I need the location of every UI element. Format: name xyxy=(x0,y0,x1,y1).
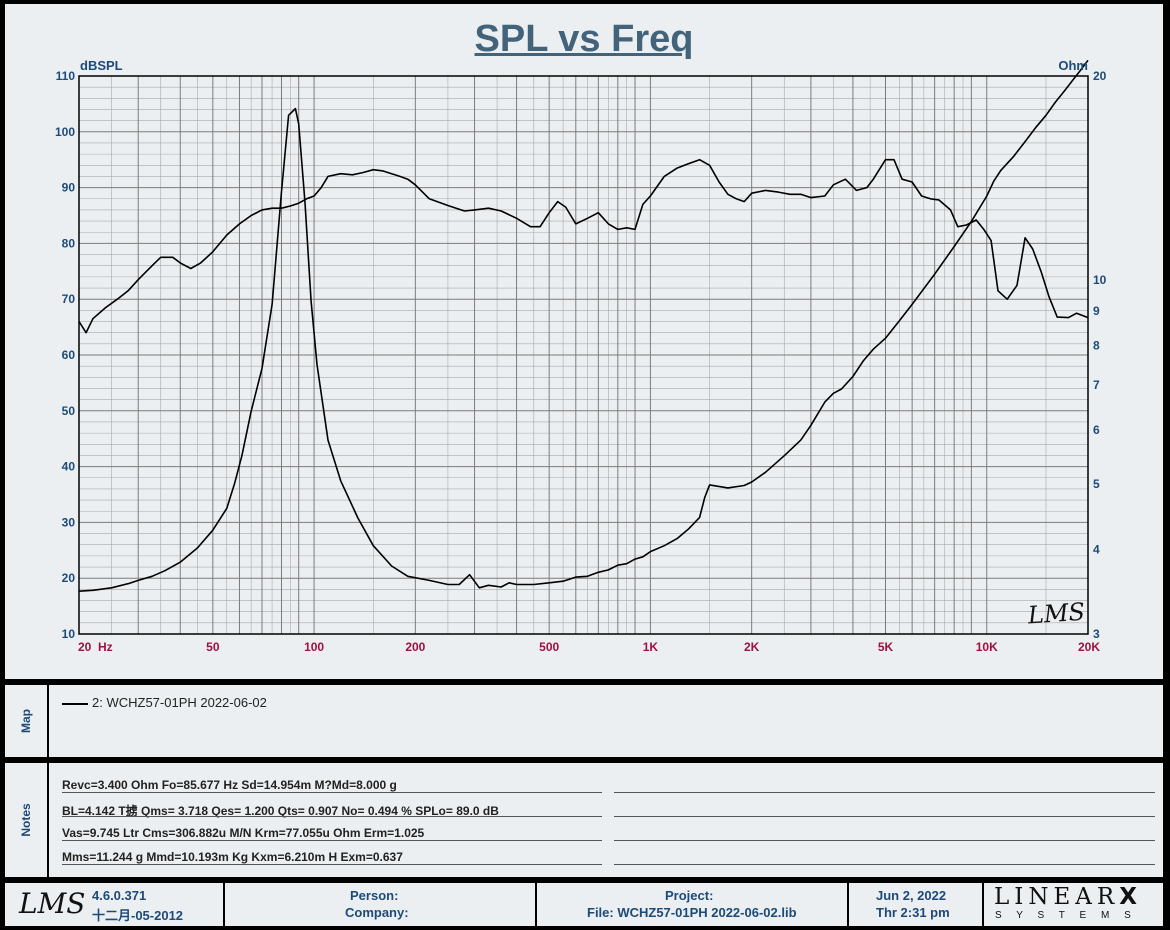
notes-panel: Notes Revc=3.400 Ohm Fo=85.677 Hz Sd=14.… xyxy=(5,763,1163,877)
map-side-tab: Map xyxy=(5,685,49,757)
person-label: Person: xyxy=(350,888,399,903)
brand-sub: S Y S T E M S xyxy=(995,910,1137,921)
note-line-1: Revc=3.400 Ohm Fo=85.677 Hz Sd=14.954m M… xyxy=(62,778,397,792)
note-line-2: BL=4.142 T掳 Qms= 3.718 Qes= 1.200 Qts= 0… xyxy=(62,804,499,818)
note-line-3: Vas=9.745 Ltr Cms=306.882u M/N Krm=77.05… xyxy=(62,826,425,840)
note-rule xyxy=(62,792,602,793)
version-text: 4.6.0.371 xyxy=(92,888,147,903)
note-rule xyxy=(62,840,602,841)
legend-entry: 2: WCHZ57-01PH 2022-06-02 xyxy=(92,695,267,710)
note-rule xyxy=(614,816,1155,817)
note-rule xyxy=(614,792,1155,793)
legend-line-swatch xyxy=(62,703,88,705)
map-panel: Map 2: WCHZ57-01PH 2022-06-02 xyxy=(5,685,1163,757)
brand-name: LINEAR xyxy=(994,884,1120,910)
file-label: File: WCHZ57-01PH 2022-06-02.lib xyxy=(587,905,797,920)
brand-x: X xyxy=(1119,884,1142,910)
note-rule xyxy=(62,816,602,817)
chart-title: SPL vs Freq xyxy=(474,18,694,60)
lms-logo: LMS xyxy=(19,887,86,920)
note-rule xyxy=(62,864,602,865)
date-text: Jun 2, 2022 xyxy=(876,888,947,903)
note-rule xyxy=(614,840,1155,841)
project-label: Project: xyxy=(665,888,714,903)
note-line-4: Mms=11.244 g Mmd=10.193m Kg Kxm=6.210m H… xyxy=(62,850,403,864)
project-cell: Project: File: WCHZ57-01PH 2022-06-02.li… xyxy=(535,883,847,926)
brand-cell: LINEARX S Y S T E M S xyxy=(982,883,1165,926)
version-date: 十二月-05-2012 xyxy=(92,908,184,923)
notes-side-label: Notes xyxy=(19,803,33,837)
note-rule xyxy=(614,864,1155,865)
brand-logo: LINEARX xyxy=(994,884,1142,910)
person-cell: Person: Company: xyxy=(223,883,535,926)
time-text: Thr 2:31 pm xyxy=(876,905,950,920)
notes-side-tab: Notes xyxy=(5,763,49,877)
chart-panel: SPL vs Freq xyxy=(5,4,1163,679)
footer-panel: LMS 4.6.0.371 十二月-05-2012 Person: Compan… xyxy=(5,883,1163,926)
company-label: Company: xyxy=(345,905,409,920)
date-cell: Jun 2, 2022 Thr 2:31 pm xyxy=(847,883,982,926)
map-side-label: Map xyxy=(19,709,33,733)
